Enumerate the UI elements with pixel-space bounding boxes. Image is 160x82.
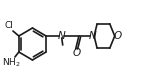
Text: O: O: [114, 31, 122, 41]
Text: N: N: [58, 31, 66, 41]
Text: Cl: Cl: [5, 21, 13, 31]
Text: NH$_2$: NH$_2$: [2, 57, 20, 69]
Text: N: N: [88, 31, 96, 41]
Text: O: O: [73, 48, 81, 58]
